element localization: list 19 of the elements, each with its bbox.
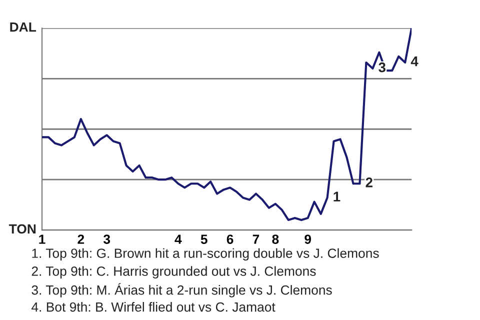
x-tick-label: 2 bbox=[78, 234, 84, 244]
text: 2. Top 9th: C. Harris grounded out vs J. Clemons bbox=[32, 266, 316, 278]
x-tick-label: 8 bbox=[272, 234, 279, 244]
x-tick-label: 7 bbox=[252, 234, 260, 244]
annotation: 3 bbox=[378, 62, 386, 72]
text: 1. Top 9th: G. Brown hit a run-scoring double vs J. Clemons bbox=[32, 248, 379, 261]
x-tick-label: 4 bbox=[174, 234, 182, 244]
x-tick-label: 6 bbox=[226, 234, 234, 244]
x-tick-label: 1 bbox=[39, 234, 46, 244]
annotation: 1 bbox=[334, 192, 340, 202]
text: 3. Top 9th: M. Árias hit a 2-run single vs J. Clemons bbox=[32, 283, 332, 298]
annotation: 2 bbox=[366, 178, 372, 188]
text: 4. Bot 9th: B. Wirfel flied out vs C. Jamaot bbox=[32, 302, 276, 312]
text: DAL bbox=[10, 22, 36, 32]
x-tick-label: 9 bbox=[304, 234, 312, 244]
text: TON bbox=[8, 224, 36, 234]
x-tick-label: 5 bbox=[200, 234, 208, 244]
x-tick-label: 3 bbox=[103, 234, 110, 244]
annotation: 4 bbox=[410, 56, 418, 66]
